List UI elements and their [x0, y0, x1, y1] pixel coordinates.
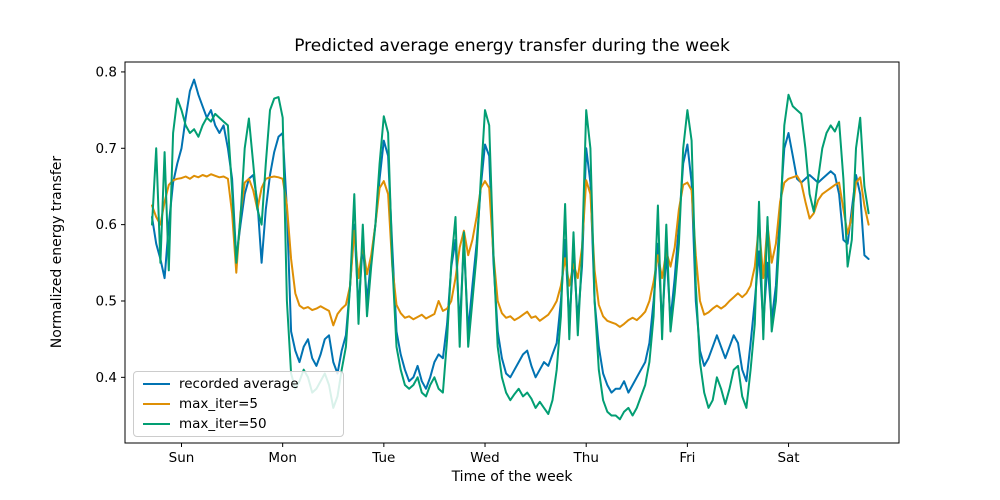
legend-item: max_iter=5	[143, 396, 343, 412]
legend-item: recorded average	[143, 376, 343, 392]
legend-line-swatch	[143, 403, 170, 405]
series-line-recorded-average	[151, 78, 870, 394]
series-line-max-iter-50	[151, 93, 870, 421]
legend-label: max_iter=5	[179, 396, 258, 412]
legend-label: max_iter=50	[179, 416, 267, 432]
x-tick-label: Sat	[777, 450, 799, 466]
legend-label: recorded average	[179, 376, 299, 392]
legend: recorded average max_iter=5 max_iter=50	[133, 371, 344, 437]
x-tick-label: Fri	[679, 450, 695, 466]
x-axis-ticks: Sun Mon Tue Wed Thu Fri Sat	[169, 443, 800, 466]
x-tick-label: Mon	[268, 450, 296, 466]
x-tick-label: Wed	[470, 450, 499, 466]
y-tick-label: 0.8	[96, 64, 117, 80]
y-axis-ticks: 0.4 0.5 0.6 0.7 0.8	[96, 64, 125, 386]
legend-item: max_iter=50	[143, 416, 343, 432]
axes-frame	[124, 61, 900, 444]
x-tick-label: Thu	[573, 450, 599, 466]
y-tick-label: 0.5	[96, 293, 117, 309]
y-tick-label: 0.7	[96, 141, 117, 157]
x-tick-label: Sun	[169, 450, 195, 466]
series-line-max-iter-5	[151, 173, 870, 328]
y-tick-label: 0.6	[96, 217, 117, 233]
y-tick-label: 0.4	[96, 370, 117, 386]
y-axis-label: Normalized energy transfer	[49, 155, 65, 349]
x-axis-label: Time of the week	[451, 469, 573, 485]
legend-line-swatch	[143, 423, 170, 425]
chart-title: Predicted average energy transfer during…	[294, 36, 730, 56]
x-tick-label: Tue	[371, 450, 395, 466]
legend-line-swatch	[143, 383, 170, 385]
